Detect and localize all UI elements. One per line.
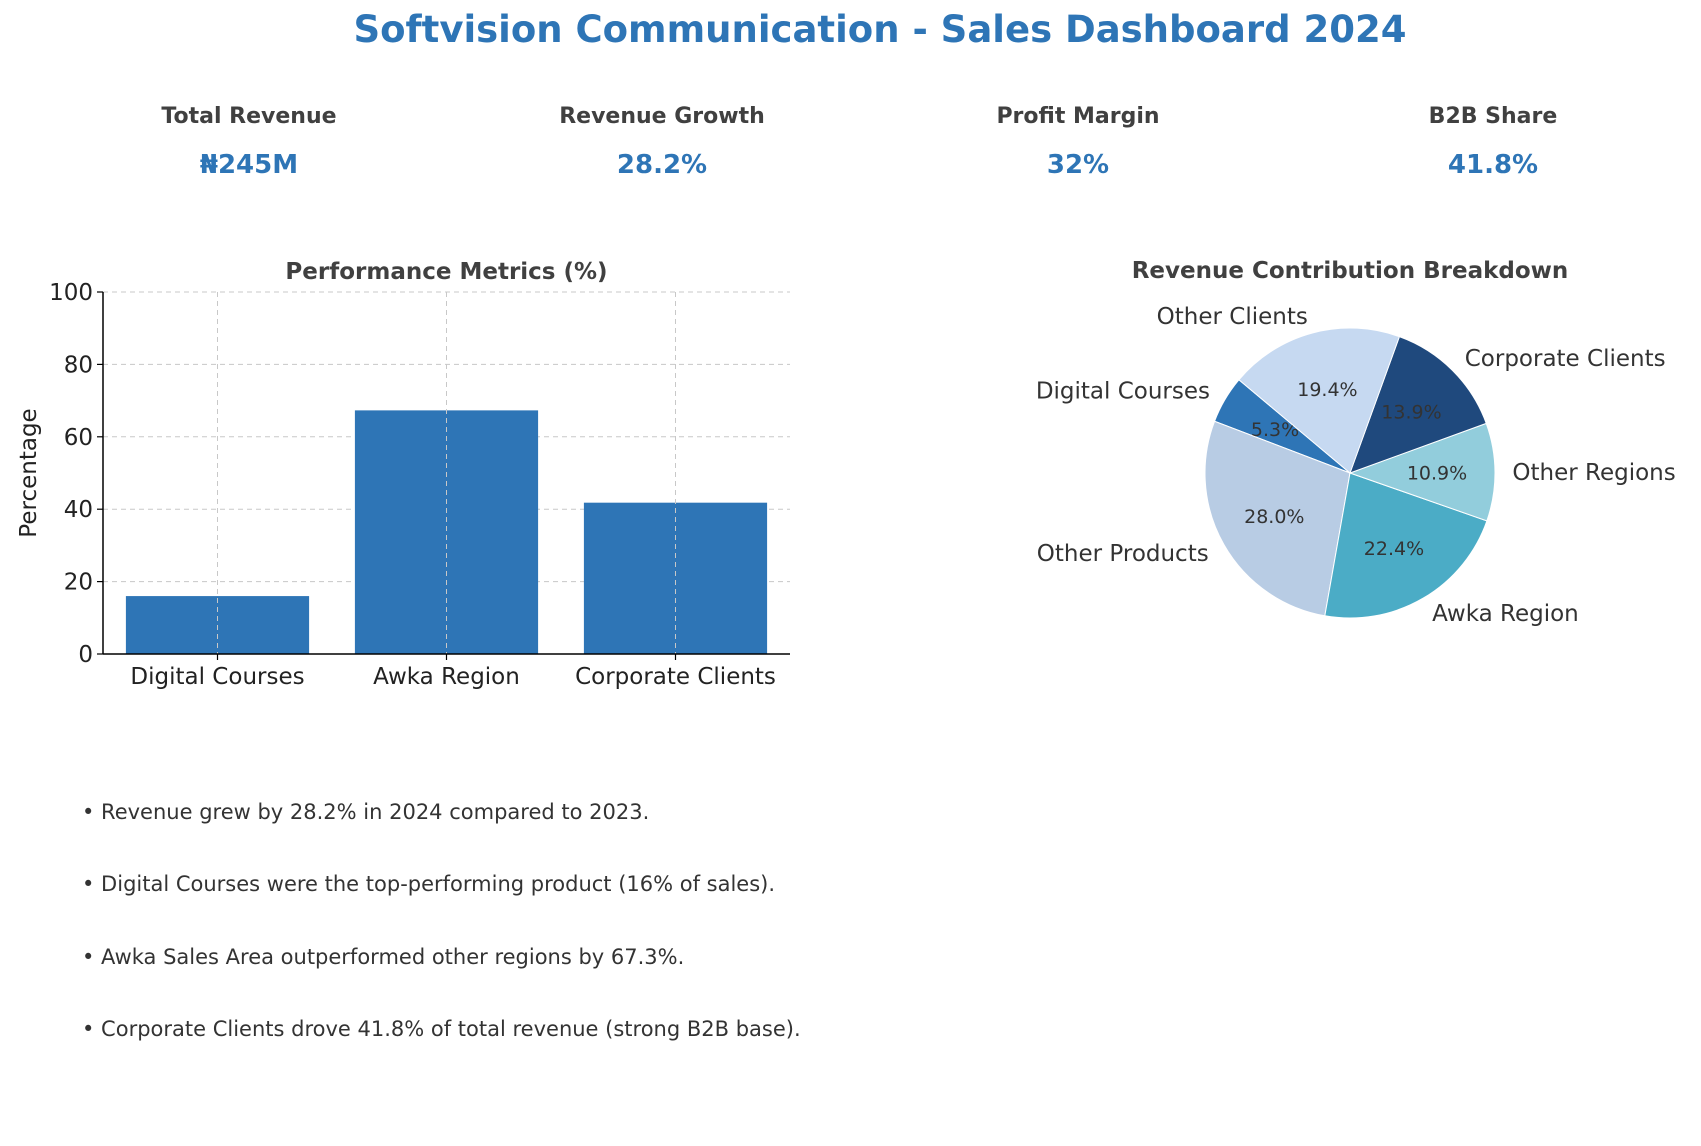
kpi-b2b-share: B2B Share 41.8% (1313, 104, 1673, 180)
y-tick-label: 80 (64, 352, 93, 378)
pie-pct-label: 19.4% (1297, 379, 1357, 401)
revenue-pie-chart: 5.3% Digital Courses 28.0% Other Products 22… (1036, 258, 1676, 627)
pie-slice (1238, 327, 1401, 474)
x-tick-label: Corporate Clients (575, 664, 776, 690)
kpi-label: B2B Share (1428, 104, 1558, 129)
chart-title: Revenue Contribution Breakdown (1132, 258, 1569, 284)
insight-item: • Digital Courses were the top-performin… (82, 872, 776, 896)
x-tick-label: Awka Region (373, 664, 520, 690)
kpi-label: Revenue Growth (559, 104, 765, 129)
kpi-total-revenue: Total Revenue ₦245M (69, 104, 429, 180)
pie-slice-label: Corporate Clients (1465, 346, 1666, 372)
kpi-revenue-growth: Revenue Growth 28.2% (482, 104, 842, 180)
kpi-value: ₦245M (199, 150, 299, 180)
pie-slice (1349, 336, 1487, 474)
pie-slice (1324, 472, 1488, 619)
pie-pct-label: 5.3% (1251, 419, 1299, 441)
y-tick-label: 40 (64, 497, 93, 523)
y-tick-label: 100 (49, 280, 93, 306)
pie-slice-label: Other Clients (1157, 304, 1308, 330)
pie-slice-label: Other Products (1037, 541, 1209, 567)
x-tick-label: Digital Courses (130, 664, 304, 690)
y-axis-label: Percentage (16, 408, 42, 537)
bar (354, 410, 539, 654)
performance-bar-chart: 0 20 40 60 80 100 Digital Courses Awka Region Co… (16, 259, 790, 690)
y-tick-label: 60 (64, 425, 93, 451)
pie-pct-label: 13.9% (1381, 401, 1441, 423)
y-tick-label: 20 (64, 570, 93, 596)
kpi-value: 41.8% (1447, 150, 1539, 180)
pie-pct-label: 22.4% (1364, 538, 1424, 560)
insight-item: • Revenue grew by 28.2% in 2024 compared… (82, 800, 650, 824)
pie-slice-label: Awka Region (1432, 601, 1579, 627)
page-title: Softvision Communication - Sales Dashboa… (353, 8, 1407, 51)
kpi-value: 32% (1046, 150, 1110, 180)
pie-slice (1348, 422, 1496, 522)
pie-pct-label: 28.0% (1244, 506, 1304, 528)
chart-title: Performance Metrics (%) (285, 259, 607, 285)
kpi-label: Profit Margin (996, 104, 1160, 129)
kpi-value: 28.2% (616, 150, 708, 180)
pie-pct-label: 10.9% (1407, 462, 1467, 484)
pie-slice-label: Digital Courses (1036, 379, 1210, 405)
pie-slice-label: Other Regions (1512, 460, 1675, 486)
insight-item: • Corporate Clients drove 41.8% of total… (82, 1017, 801, 1041)
kpi-profit-margin: Profit Margin 32% (898, 104, 1258, 180)
y-tick-label: 0 (78, 642, 93, 668)
insight-item: • Awka Sales Area outperformed other reg… (82, 945, 685, 969)
pie-slice (1204, 420, 1351, 617)
kpi-label: Total Revenue (161, 104, 337, 129)
